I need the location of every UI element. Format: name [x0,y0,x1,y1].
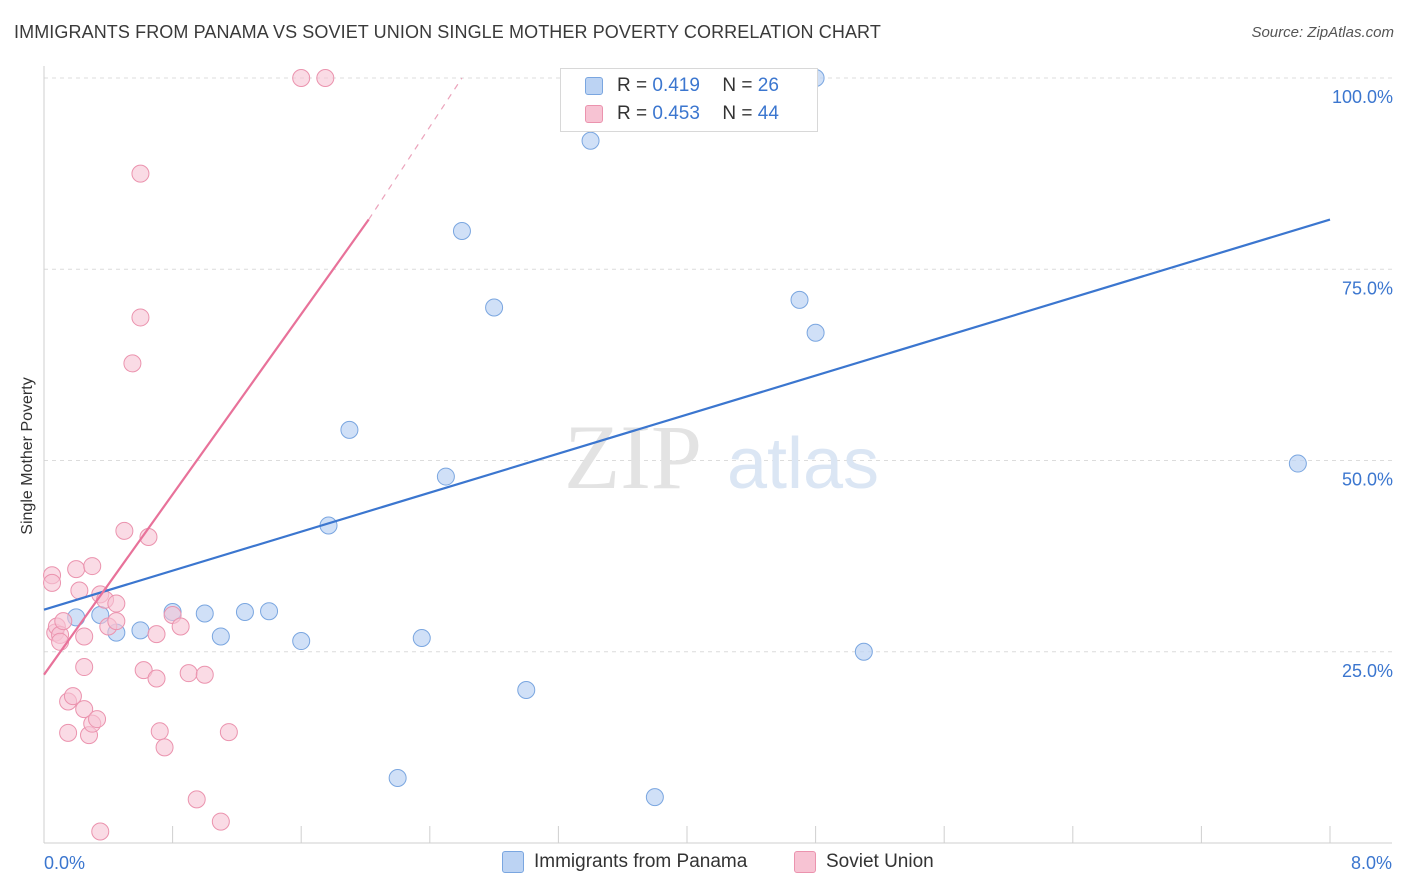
data-point-panama [485,298,504,317]
data-point-soviet [131,308,150,327]
data-point-soviet [107,594,126,613]
legend-n-label: N = [722,103,753,124]
data-point-soviet [54,612,73,631]
watermark-zip: ZIP [564,406,702,508]
data-point-soviet [131,164,150,183]
data-point-panama [854,642,873,661]
bottom-legend-swatch-soviet [794,851,816,873]
legend-n-value-panama: 26 [757,75,779,96]
trend-line-panama [43,218,1331,611]
data-point-panama [388,768,407,787]
data-point-soviet [195,665,214,684]
y-tick-label: 100.0% [1332,87,1393,107]
data-point-soviet [155,738,174,757]
data-point-panama [260,602,279,621]
data-point-soviet [43,573,62,592]
data-point-soviet [88,710,107,729]
legend-r-label: R = [617,103,648,124]
data-point-soviet [147,669,166,688]
data-point-panama [452,222,471,240]
data-point-panama [517,681,536,699]
data-point-panama [581,131,600,150]
data-point-soviet [91,822,110,841]
bottom-legend-swatch-panama [502,851,524,873]
legend-swatch-soviet [585,105,603,123]
data-point-soviet [147,625,166,644]
legend-r-label: R = [617,75,648,96]
gridlines [44,77,1392,653]
data-point-soviet [179,664,198,683]
data-point-panama [195,604,214,623]
x-tick-label-min: 0.0% [44,853,85,873]
data-point-soviet [107,612,126,631]
source-label: Source: ZipAtlas.com [1251,24,1394,41]
data-point-soviet [59,723,78,742]
data-point-soviet [75,700,94,719]
data-point-soviet [115,521,134,540]
bottom-legend-label-panama: Immigrants from Panama [534,851,748,872]
data-point-soviet [67,560,86,579]
data-point-panama [131,621,150,640]
legend-n-label: N = [722,75,753,96]
bottom-legend-panama: Immigrants from Panama [502,851,747,873]
series-soviet-points [43,69,335,841]
data-point-soviet [123,354,142,373]
legend-row-soviet: R = 0.453 N = 44 [585,102,779,126]
data-point-soviet [316,69,335,87]
bottom-legend-label-soviet: Soviet Union [826,851,934,872]
legend-swatch-panama [585,77,603,95]
data-point-panama [340,420,359,439]
legend-r-value-soviet: 0.453 [652,103,700,124]
data-point-panama [235,602,254,621]
data-point-panama [436,467,455,486]
data-point-soviet [150,722,169,741]
data-point-soviet [292,69,311,87]
data-point-panama [790,290,809,309]
chart-title: IMMIGRANTS FROM PANAMA VS SOVIET UNION S… [14,22,881,42]
stats-legend: R = 0.419 N = 26 R = 0.453 N = 44 [560,68,818,132]
data-point-soviet [75,627,94,646]
legend-row-panama: R = 0.419 N = 26 [585,74,779,98]
y-tick-label: 25.0% [1342,661,1393,681]
data-point-soviet [63,687,82,706]
data-point-panama [211,627,230,646]
y-tick-label: 75.0% [1342,278,1393,298]
data-point-panama [292,632,311,651]
x-tick-label-max: 8.0% [1351,853,1392,873]
data-point-panama [645,788,664,807]
trend-line-soviet [43,218,370,676]
data-point-panama [1288,454,1307,473]
data-point-soviet [134,661,153,680]
watermark: ZIP atlas [564,406,879,508]
data-point-panama [412,628,431,647]
trend-line-soviet-extension [368,77,463,220]
y-tick-label: 50.0% [1342,470,1393,490]
watermark-atlas: atlas [727,424,879,504]
data-point-soviet [51,632,70,651]
bottom-legend-soviet: Soviet Union [794,851,934,873]
axes [43,66,1392,844]
tick-labels: 25.0% 50.0% 75.0% 100.0% 0.0% 8.0% [44,87,1393,873]
series-panama-points [67,69,1307,807]
data-point-soviet [211,812,230,831]
data-point-soviet [171,617,190,636]
legend-r-value-panama: 0.419 [652,75,700,96]
data-point-soviet [83,557,102,576]
data-point-panama [806,323,825,342]
data-point-soviet [219,723,238,742]
legend-n-value-soviet: 44 [757,103,779,124]
data-point-soviet [187,790,206,809]
trend-lines [43,77,1331,676]
data-point-soviet [75,658,94,677]
